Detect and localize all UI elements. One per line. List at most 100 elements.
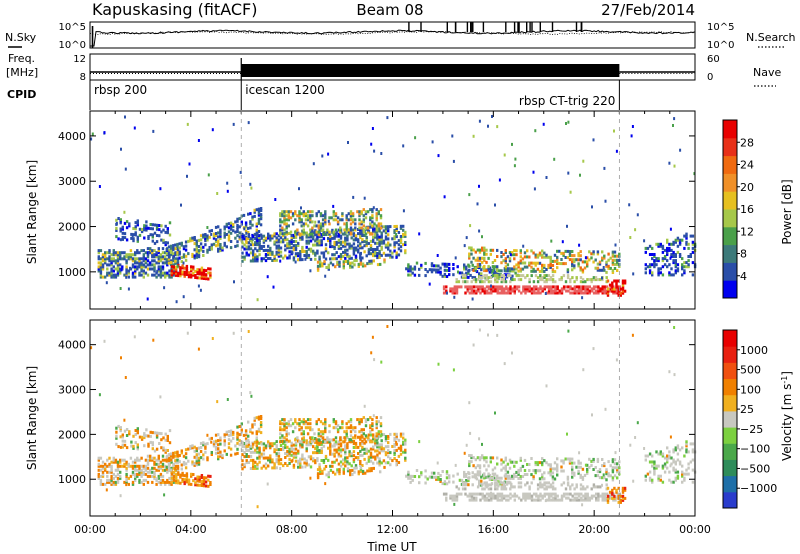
power-cell	[493, 270, 496, 274]
power-cell	[176, 249, 180, 253]
power-cell	[502, 274, 506, 278]
velocity-cell	[164, 480, 167, 484]
velocity-cell	[304, 420, 308, 424]
power-cell	[573, 280, 576, 284]
power-cell	[504, 251, 507, 254]
power-cell	[352, 246, 356, 250]
power-cell	[487, 267, 490, 271]
power-cell	[395, 235, 398, 239]
velocity-cell	[371, 440, 374, 444]
power-cell	[666, 246, 669, 250]
velocity-cell	[327, 446, 330, 450]
power-cell	[460, 285, 463, 289]
power-cell	[393, 249, 396, 253]
velocity-cell	[99, 480, 103, 484]
power-cell	[219, 234, 222, 238]
velocity-cell	[590, 463, 593, 467]
power-cell	[336, 216, 340, 220]
velocity-cell	[290, 447, 293, 451]
velocity-cell	[573, 492, 576, 496]
velocity-cell	[611, 488, 614, 492]
power-cell	[238, 237, 241, 241]
power-cell	[558, 249, 561, 253]
power-cell	[386, 116, 389, 120]
power-cell	[277, 252, 281, 256]
power-cell	[168, 259, 171, 263]
velocity-cell	[362, 432, 365, 436]
velocity-cell	[336, 428, 340, 432]
velocity-cell	[651, 478, 654, 482]
velocity-cell	[352, 446, 356, 449]
power-cell	[283, 220, 286, 224]
power-cell	[476, 278, 480, 282]
power-cell	[554, 289, 557, 293]
velocity-cell	[579, 461, 582, 465]
power-cell	[307, 235, 311, 239]
power-cell	[560, 276, 563, 280]
velocity-cell	[287, 424, 290, 428]
power-cell	[350, 246, 353, 250]
power-cell	[119, 269, 122, 273]
velocity-cell	[357, 452, 360, 455]
velocity-cell	[136, 447, 139, 451]
power-cell	[329, 261, 333, 265]
velocity-cell	[138, 435, 142, 439]
power-cell	[364, 212, 368, 216]
power-cell	[210, 243, 213, 247]
power-cell	[240, 214, 243, 218]
power-cell	[382, 241, 386, 245]
velocity-cell	[256, 462, 259, 466]
velocity-cell	[236, 435, 239, 439]
power-cell	[375, 230, 378, 234]
velocity-cell	[451, 496, 454, 500]
power-cell	[623, 281, 627, 285]
velocity-cell	[445, 496, 448, 500]
velocity-cell	[672, 480, 675, 484]
power-cell	[376, 237, 379, 241]
velocity-cell	[327, 475, 330, 479]
power-cell	[391, 251, 394, 255]
velocity-cell	[277, 460, 281, 464]
power-cell	[372, 239, 375, 243]
velocity-cell	[581, 477, 585, 481]
power-cell	[234, 220, 237, 224]
power-cell	[375, 216, 378, 220]
power-cell	[596, 268, 600, 272]
velocity-cell	[219, 436, 222, 440]
power-cell	[672, 242, 675, 246]
power-cell	[103, 131, 106, 135]
power-cell	[279, 250, 283, 254]
power-cell	[190, 265, 193, 269]
velocity-cell	[674, 448, 677, 452]
power-cell	[616, 254, 619, 258]
power-cell	[329, 237, 332, 240]
power-cell	[545, 268, 548, 271]
power-cell	[97, 249, 100, 253]
power-cell	[575, 285, 579, 289]
power-cell	[551, 280, 555, 284]
velocity-cell	[193, 461, 196, 465]
power-cell	[508, 259, 512, 263]
power-cell	[648, 271, 652, 275]
power-cell	[172, 248, 175, 252]
power-cell	[166, 263, 169, 267]
velocity-cell	[207, 478, 210, 482]
power-cell	[362, 228, 365, 232]
velocity-cell	[335, 448, 338, 452]
power-cell	[549, 259, 552, 263]
velocity-cell	[568, 461, 572, 465]
power-cell	[376, 245, 379, 249]
velocity-cell	[116, 468, 120, 472]
power-cell	[526, 265, 529, 269]
velocity-cell	[288, 453, 291, 457]
velocity-cell	[302, 432, 305, 436]
power-cell	[104, 255, 107, 259]
velocity-cell	[123, 458, 126, 462]
power-cell	[324, 257, 328, 261]
power-cell	[195, 245, 198, 249]
power-cell	[360, 226, 363, 230]
power-cell	[468, 268, 471, 272]
power-cell	[333, 234, 336, 238]
power-cell	[470, 287, 474, 291]
power-cell	[149, 233, 152, 237]
